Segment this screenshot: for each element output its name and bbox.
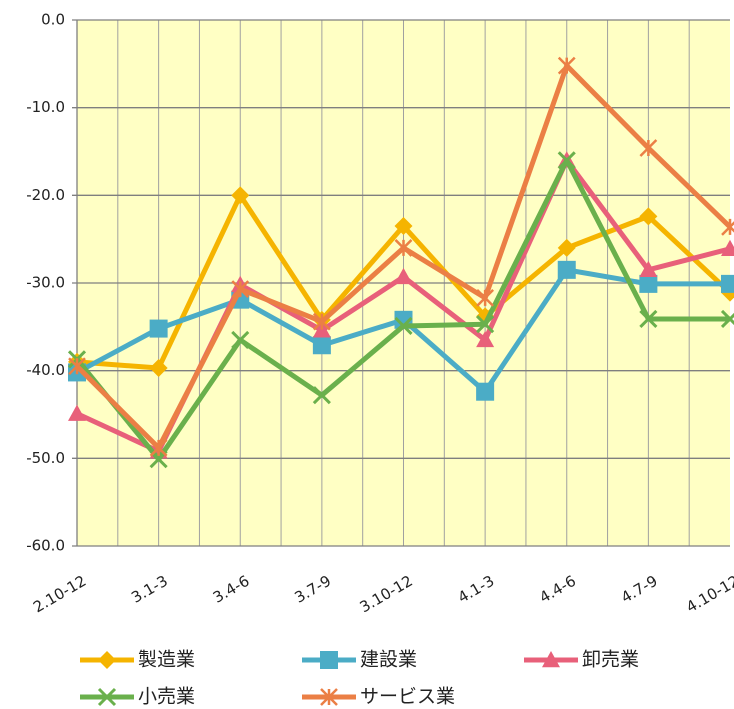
point — [639, 207, 658, 226]
x-tick-label: 3.10-12 — [357, 572, 416, 617]
point — [231, 186, 250, 205]
point — [721, 274, 734, 293]
y-tick-label: -20.0 — [26, 186, 65, 204]
point — [149, 438, 168, 457]
series — [68, 56, 734, 457]
legend-label: 建設業 — [360, 649, 417, 671]
point — [557, 151, 576, 170]
x-tick-label: 4.7-9 — [618, 572, 661, 607]
point — [476, 315, 495, 334]
point — [721, 218, 734, 236]
point — [149, 319, 168, 338]
point — [476, 330, 495, 348]
x-tick-label: 4.1-3 — [455, 572, 498, 607]
point — [639, 274, 658, 293]
point — [476, 289, 495, 307]
point — [557, 238, 576, 257]
point — [98, 651, 116, 669]
y-tick-label: -50.0 — [26, 449, 65, 467]
point — [97, 687, 117, 707]
point — [720, 309, 734, 329]
x-tick-label: 3.4-6 — [210, 572, 253, 607]
point — [320, 688, 338, 706]
x-tick-label: 3.7-9 — [292, 572, 335, 607]
legend-label: 小売業 — [138, 686, 195, 708]
point — [542, 651, 560, 668]
point — [476, 382, 495, 401]
y-tick-label: -30.0 — [26, 274, 65, 292]
y-tick-label: -10.0 — [26, 98, 65, 116]
x-tick-label: 4.10-12 — [683, 572, 734, 617]
y-tick-label: -60.0 — [26, 537, 65, 555]
point — [721, 239, 734, 257]
point — [68, 404, 86, 421]
point — [394, 316, 413, 336]
point — [312, 336, 331, 355]
point — [312, 312, 331, 331]
point — [639, 260, 658, 278]
point — [320, 651, 338, 669]
point — [394, 267, 413, 285]
point — [639, 139, 658, 157]
y-tick-label: -40.0 — [26, 361, 65, 379]
point — [557, 260, 576, 279]
point — [149, 359, 168, 378]
point — [231, 330, 250, 350]
point — [557, 56, 576, 75]
point — [312, 386, 331, 405]
point — [639, 309, 658, 329]
point — [394, 217, 413, 236]
legend-label: サービス業 — [360, 686, 455, 708]
x-tick-label: 3.1-3 — [128, 572, 171, 607]
point — [231, 280, 250, 299]
x-tick-label: 4.4-6 — [536, 572, 579, 607]
point — [394, 239, 413, 257]
y-tick-label: 0.0 — [41, 11, 65, 29]
legend-label: 卸売業 — [582, 649, 639, 671]
point — [68, 357, 86, 376]
legend-label: 製造業 — [138, 649, 195, 671]
x-tick-label: 2.10-12 — [30, 572, 89, 617]
